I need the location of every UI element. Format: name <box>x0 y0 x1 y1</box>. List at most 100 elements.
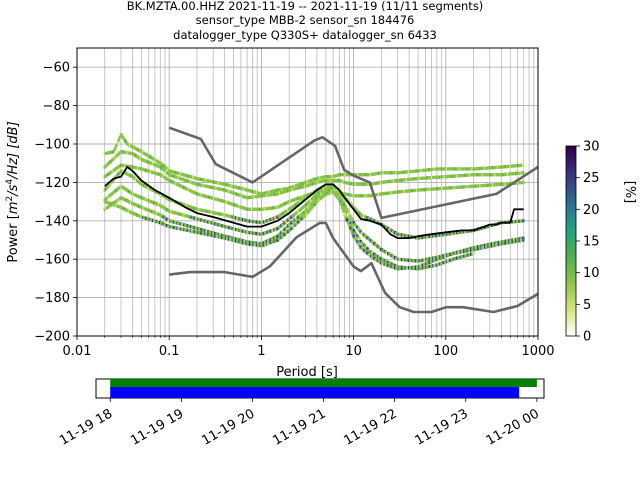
x-tick-label: 0.1 <box>159 344 180 359</box>
density-cell <box>354 238 358 242</box>
density-cell <box>349 226 352 230</box>
density-cell <box>355 234 359 238</box>
density-cell <box>521 180 525 185</box>
coverage-blue <box>110 387 520 398</box>
coverage-tick-label: 11-19 19 <box>128 406 186 448</box>
density-trace-7 <box>103 190 525 271</box>
y-tick-label: −100 <box>34 138 70 153</box>
density-cell <box>472 251 475 256</box>
colorbar-tick-label: 0 <box>583 330 591 345</box>
density-cell <box>346 210 350 214</box>
density-cell <box>343 212 346 217</box>
colorbar-tick-label: 30 <box>583 140 600 155</box>
density-cell <box>342 209 345 213</box>
density-cell <box>521 236 525 240</box>
density-cell <box>346 216 350 220</box>
x-tick-label: 100 <box>433 344 458 359</box>
density-cell <box>338 193 342 197</box>
density-cell <box>118 135 122 139</box>
density-cell <box>358 243 361 248</box>
density-cell <box>352 234 356 238</box>
colorbar-ticks: 0 5 10 15 20 25 30 <box>576 140 600 345</box>
title-line-2: sensor_type MBB-2 sensor_sn 184476 <box>196 13 415 27</box>
colorbar-label: [%] <box>622 181 637 204</box>
colorbar-tick-label: 10 <box>583 266 600 281</box>
coverage-tick-label: 11-19 18 <box>57 406 115 448</box>
coverage-green <box>110 379 537 387</box>
density-cell <box>115 143 118 148</box>
colorbar-tick-label: 5 <box>583 298 591 313</box>
x-tick-label: 0.01 <box>63 344 92 359</box>
y-tick-label: −60 <box>43 61 70 76</box>
y-tick-label: −80 <box>43 99 70 114</box>
coverage-bars <box>110 379 537 398</box>
colorbar-tick-label: 25 <box>583 171 600 186</box>
plot-area <box>77 48 538 336</box>
density-cell <box>347 212 351 216</box>
density-cell <box>345 207 349 212</box>
density-cell <box>349 214 352 218</box>
density-cell <box>521 238 525 242</box>
density-trace-2 <box>103 150 525 200</box>
series-noise-model-low <box>169 221 539 314</box>
y-tick-label: −200 <box>34 330 70 345</box>
density-cell <box>351 219 354 223</box>
density-cell <box>355 240 359 244</box>
series-noise-model-high <box>168 126 539 220</box>
density-cell <box>337 191 341 195</box>
density-cell <box>120 134 124 138</box>
plot-frame <box>76 47 539 337</box>
density-cell <box>350 229 353 233</box>
density-cell <box>521 171 525 175</box>
density-cell <box>117 138 120 142</box>
density-cell <box>354 232 358 236</box>
coverage-plot: 11-19 18 11-19 19 11-19 20 11-19 21 11-19 22… <box>57 378 545 449</box>
density-cell <box>351 226 354 230</box>
density-cell <box>337 197 341 201</box>
coverage-ticks: 11-19 18 11-19 19 11-19 20 11-19 21 11-19 22… <box>57 398 542 449</box>
density-cell <box>349 221 352 225</box>
colorbar-tick-label: 20 <box>583 203 600 218</box>
title-line-1: BK.MZTA.00.HHZ 2021-11-19 -- 2021-11-19 … <box>127 0 484 13</box>
x-axis-ticks: 0.01 0.1 1 10 100 1000 <box>63 336 555 359</box>
series-mean <box>104 166 524 240</box>
ppsd-plot: 0.01 0.1 1 10 100 1000 −60 −80 −100 −120 −140 −160… <box>5 47 555 380</box>
coverage-tick-label: 11-19 20 <box>199 406 257 448</box>
coverage-tick-label: 11-19 21 <box>270 406 328 448</box>
density-cell <box>351 232 354 236</box>
density-cell <box>347 223 351 228</box>
density-cell <box>338 199 342 203</box>
density-cell <box>352 228 356 233</box>
density-cell <box>342 200 345 205</box>
density-cell <box>357 241 360 246</box>
x-tick-label: 1000 <box>521 344 554 359</box>
density-cell <box>521 163 525 167</box>
density-cell <box>124 139 127 144</box>
density-cell <box>350 216 353 221</box>
coverage-tick-label: 11-19 22 <box>342 406 400 448</box>
y-tick-label: −140 <box>34 214 70 229</box>
density-cell <box>353 236 357 240</box>
density-cell <box>350 224 353 228</box>
density-cell <box>353 230 357 234</box>
x-tick-label: 10 <box>345 344 362 359</box>
colorbar-tick-label: 15 <box>583 235 600 250</box>
density-cell <box>340 198 344 202</box>
density-cell <box>344 205 348 209</box>
figure-title: BK.MZTA.00.HHZ 2021-11-19 -- 2021-11-19 … <box>127 0 484 42</box>
y-axis-label: Power [m2/s4/Hz] [dB] <box>5 121 21 262</box>
density-cell <box>123 138 126 142</box>
density-cell <box>344 215 348 219</box>
density-cell <box>358 238 361 242</box>
density-cell <box>343 203 346 207</box>
density-cell <box>116 141 119 145</box>
density-cell <box>346 221 350 225</box>
y-tick-label: −180 <box>34 291 70 306</box>
density-cell <box>339 202 343 207</box>
density-trace-1 <box>103 133 525 196</box>
density-cell <box>521 219 525 223</box>
density-cell <box>345 218 349 222</box>
title-line-3: datalogger_type Q330S+ datalogger_sn 643… <box>173 28 437 42</box>
density-cell <box>112 149 116 153</box>
